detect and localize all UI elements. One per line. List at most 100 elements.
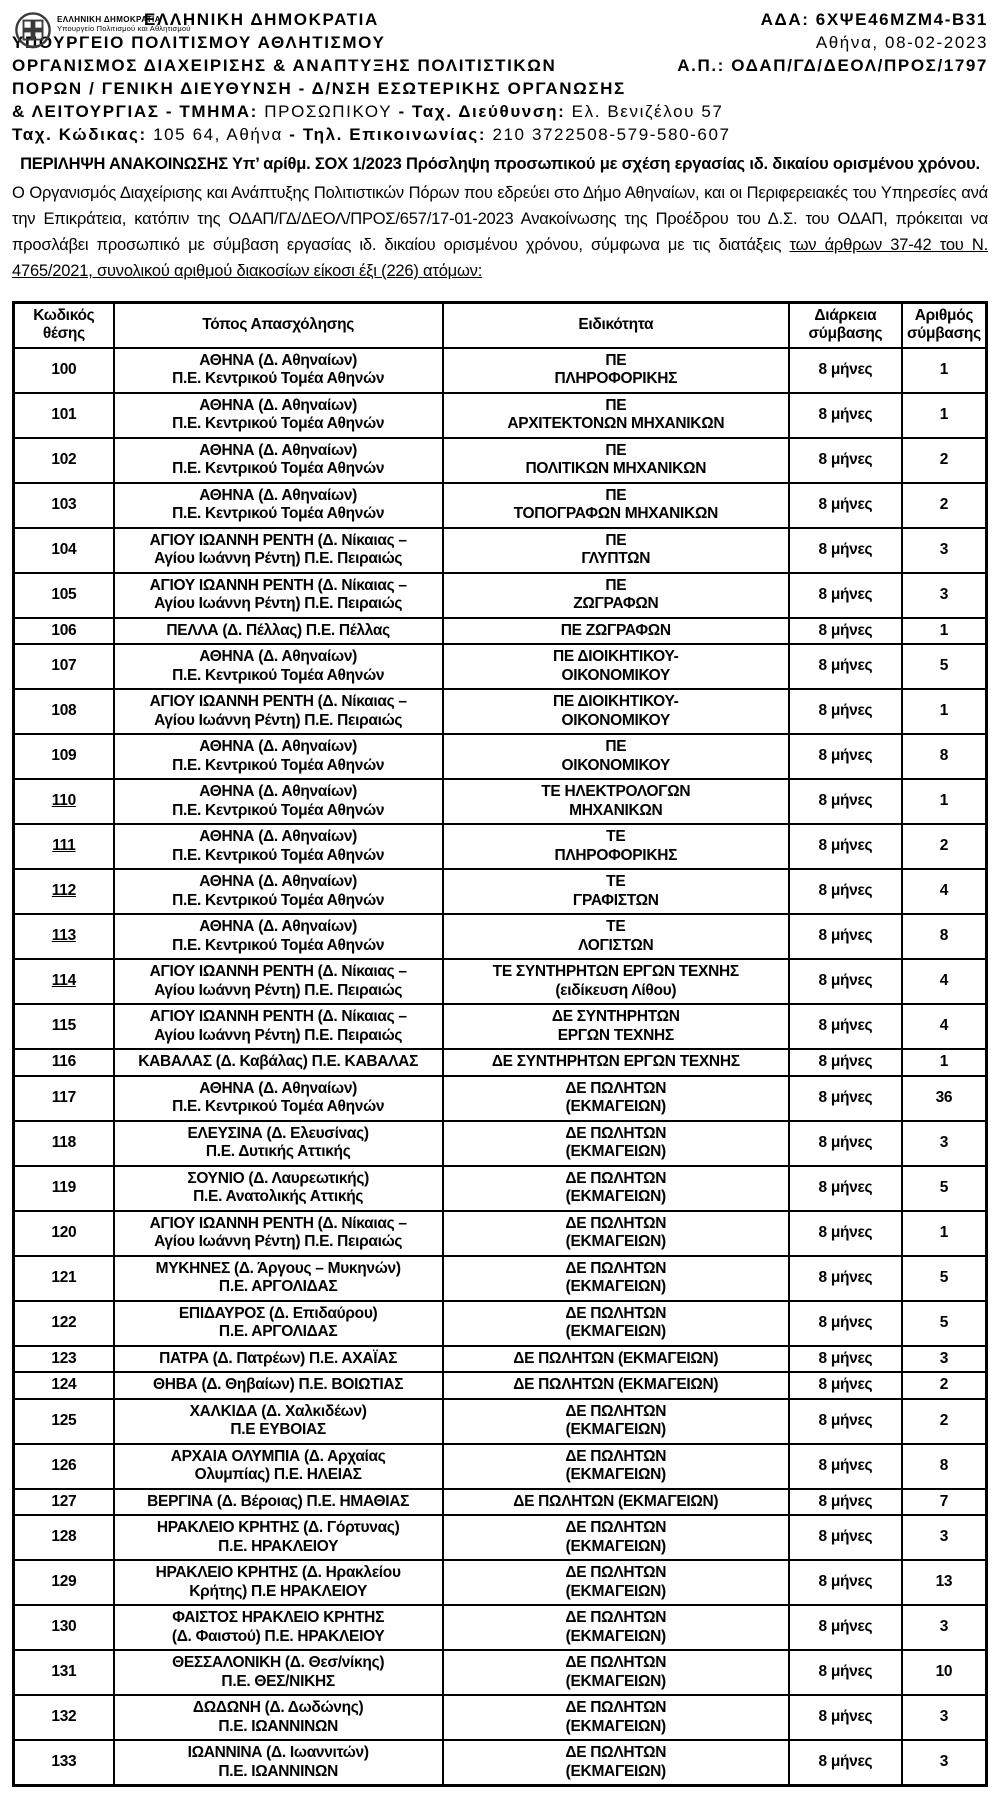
position-code: 101: [12, 391, 115, 439]
position-specialty: ΠΕ ΔΙΟΙΚΗΤΙΚΟΥ- ΟΙΚΟΝΟΜΙΚΟΥ: [441, 643, 790, 690]
protocol-number: Α.Π.: ΟΔΑΠ/ΓΔ/ΔΕΟΛ/ΠΡΟΣ/1797: [677, 56, 988, 75]
header-row: Κωδικός θέσης Τόπος Απασχόλησης Ειδικότη…: [12, 301, 988, 349]
table-row: 127 ΒΕΡΓΙΝΑ (Δ. Βέροιας) Π.Ε. ΗΜΑΘΙΑΣ ΔΕ…: [12, 1487, 988, 1516]
position-location: ΑΘΗΝΑ (Δ. Αθηναίων) Π.Ε. Κεντρικού Τομέα…: [112, 391, 444, 439]
position-count: 2: [900, 1371, 988, 1400]
position-specialty: ΔΕ ΠΩΛΗΤΩΝ (ΕΚΜΑΓΕΙΩΝ): [441, 1299, 790, 1347]
table-row: 117 ΑΘΗΝΑ (Δ. Αθηναίων) Π.Ε. Κεντρικού Τ…: [12, 1074, 988, 1122]
position-location: ΜΥΚΗΝΕΣ (Δ. Άργους – Μυκηνών) Π.Ε. ΑΡΓΟΛ…: [112, 1254, 444, 1302]
position-code: 133: [12, 1739, 115, 1787]
position-code: 117: [12, 1074, 115, 1122]
position-code: 111: [12, 823, 115, 870]
position-duration: 8 μήνες: [787, 571, 903, 619]
position-specialty: ΠΕ ΠΛΗΡΟΦΟΡΙΚΗΣ: [441, 346, 790, 394]
position-duration: 8 μήνες: [787, 1442, 903, 1490]
position-specialty: ΔΕ ΠΩΛΗΤΩΝ (ΕΚΜΑΓΕΙΩΝ): [441, 1397, 790, 1445]
table-row: 129 ΗΡΑΚΛΕΙΟ ΚΡΗΤΗΣ (Δ. Ηρακλείου Κρήτης…: [12, 1559, 988, 1606]
position-duration: 8 μήνες: [787, 1514, 903, 1561]
table-row: 123 ΠΑΤΡΑ (Δ. Πατρέων) Π.Ε. ΑΧΑΪΑΣ ΔΕ ΠΩ…: [12, 1344, 988, 1373]
position-duration: 8 μήνες: [787, 643, 903, 690]
position-duration: 8 μήνες: [787, 1003, 903, 1050]
logo-caption-line2: Υπουργείο Πολιτισμού και Αθλητισμού: [57, 24, 191, 33]
table-row: 103 ΑΘΗΝΑ (Δ. Αθηναίων) Π.Ε. Κεντρικού Τ…: [12, 481, 988, 529]
position-count: 4: [900, 1003, 988, 1050]
position-location: ΕΠΙΔΑΥΡΟΣ (Δ. Επιδαύρου) Π.Ε. ΑΡΓΟΛΙΔΑΣ: [112, 1299, 444, 1347]
table-row: 114 ΑΓΙΟΥ ΙΩΑΝΝΗ ΡΕΝΤΗ (Δ. Νίκαιας – Αγί…: [12, 958, 988, 1005]
position-duration: 8 μήνες: [787, 1344, 903, 1373]
position-count: 3: [900, 1514, 988, 1561]
position-duration: 8 μήνες: [787, 1694, 903, 1741]
table-row: 120 ΑΓΙΟΥ ΙΩΑΝΝΗ ΡΕΝΤΗ (Δ. Νίκαιας – Αγί…: [12, 1209, 988, 1257]
position-duration: 8 μήνες: [787, 1559, 903, 1606]
position-location: ΑΓΙΟΥ ΙΩΑΝΝΗ ΡΕΝΤΗ (Δ. Νίκαιας – Αγίου Ι…: [112, 571, 444, 619]
position-code: 106: [12, 616, 115, 645]
position-specialty: ΠΕ ΤΟΠΟΓΡΑΦΩΝ ΜΗΧΑΝΙΚΩΝ: [441, 481, 790, 529]
hellenic-republic-emblem-icon: [14, 12, 52, 55]
department-label: & ΛΕΙΤΟΥΡΓΙΑΣ - ΤΜΗΜΑ:: [12, 102, 265, 121]
position-count: 1: [900, 688, 988, 735]
organization-title: ΟΡΓΑΝΙΣΜΟΣ ΔΙΑΧΕΙΡΙΣΗΣ & ΑΝΑΠΤΥΞΗΣ ΠΟΛΙΤ…: [12, 56, 557, 75]
position-count: 1: [900, 616, 988, 645]
position-count: 2: [900, 481, 988, 529]
table-row: 130 ΦΑΙΣΤΟΣ ΗΡΑΚΛΕΙΟ ΚΡΗΤΗΣ (Δ. Φαιστού)…: [12, 1604, 988, 1651]
position-location: ΠΕΛΛΑ (Δ. Πέλλας) Π.Ε. Πέλλας: [112, 616, 444, 645]
position-location: ΑΓΙΟΥ ΙΩΑΝΝΗ ΡΕΝΤΗ (Δ. Νίκαιας – Αγίου Ι…: [112, 688, 444, 735]
position-code: 113: [12, 913, 115, 960]
position-count: 5: [900, 1254, 988, 1302]
intro-text: Ο Οργανισμός Διαχείρισης και Ανάπτυξης Π…: [12, 184, 988, 254]
position-duration: 8 μήνες: [787, 1254, 903, 1302]
column-header-specialty: Ειδικότητα: [441, 301, 790, 349]
letterhead: ΕΛΛΗΝΙΚΗ ΔΗΜΟΚΡΑΤΙΑ Υπουργείο Πολιτισμού…: [12, 8, 988, 146]
position-location: ΑΡΧΑΙΑ ΟΛΥΜΠΙΑ (Δ. Αρχαίας Ολυμπίας) Π.Ε…: [112, 1442, 444, 1490]
position-location: ΑΘΗΝΑ (Δ. Αθηναίων) Π.Ε. Κεντρικού Τομέα…: [112, 733, 444, 780]
position-count: 7: [900, 1487, 988, 1516]
position-duration: 8 μήνες: [787, 526, 903, 574]
table-row: 102 ΑΘΗΝΑ (Δ. Αθηναίων) Π.Ε. Κεντρικού Τ…: [12, 436, 988, 484]
position-duration: 8 μήνες: [787, 823, 903, 870]
table-row: 108 ΑΓΙΟΥ ΙΩΑΝΝΗ ΡΕΝΤΗ (Δ. Νίκαιας – Αγί…: [12, 688, 988, 735]
position-count: 5: [900, 1299, 988, 1347]
position-duration: 8 μήνες: [787, 1048, 903, 1077]
phone-value: 210 3722508-579-580-607: [492, 125, 731, 144]
logo-caption-line1: ΕΛΛΗΝΙΚΗ ΔΗΜΟΚΡΑΤΙΑ: [57, 15, 161, 24]
position-count: 5: [900, 1164, 988, 1212]
position-duration: 8 μήνες: [787, 346, 903, 394]
position-count: 3: [900, 1119, 988, 1167]
position-duration: 8 μήνες: [787, 1487, 903, 1516]
document-date: Αθήνα, 08-02-2023: [815, 33, 988, 52]
column-header-duration: Διάρκεια σύμβασης: [787, 301, 903, 349]
position-location: ΦΑΙΣΤΟΣ ΗΡΑΚΛΕΙΟ ΚΡΗΤΗΣ (Δ. Φαιστού) Π.Ε…: [112, 1604, 444, 1651]
table-row: 104 ΑΓΙΟΥ ΙΩΑΝΝΗ ΡΕΝΤΗ (Δ. Νίκαιας – Αγί…: [12, 526, 988, 574]
position-specialty: ΠΕ ΔΙΟΙΚΗΤΙΚΟΥ- ΟΙΚΟΝΟΜΙΚΟΥ: [441, 688, 790, 735]
position-specialty: ΔΕ ΠΩΛΗΤΩΝ (ΕΚΜΑΓΕΙΩΝ): [441, 1119, 790, 1167]
position-specialty: ΔΕ ΠΩΛΗΤΩΝ (ΕΚΜΑΓΕΙΩΝ): [441, 1164, 790, 1212]
position-count: 3: [900, 1739, 988, 1787]
position-code: 104: [12, 526, 115, 574]
position-duration: 8 μήνες: [787, 913, 903, 960]
position-specialty: ΤΕ ΓΡΑΦΙΣΤΩΝ: [441, 868, 790, 915]
position-specialty: ΔΕ ΠΩΛΗΤΩΝ (ΕΚΜΑΓΕΙΩΝ): [441, 1604, 790, 1651]
position-count: 1: [900, 346, 988, 394]
position-duration: 8 μήνες: [787, 1649, 903, 1696]
intro-underlined-text: των άρθρων 37-42 του Ν. 4765/2021, συνολ…: [12, 236, 989, 280]
position-code: 120: [12, 1209, 115, 1257]
position-location: ΗΡΑΚΛΕΙΟ ΚΡΗΤΗΣ (Δ. Γόρτυνας) Π.Ε. ΗΡΑΚΛ…: [112, 1514, 444, 1561]
position-count: 1: [900, 778, 988, 825]
position-location: ΠΑΤΡΑ (Δ. Πατρέων) Π.Ε. ΑΧΑΪΑΣ: [112, 1344, 444, 1373]
position-code: 100: [12, 346, 115, 394]
position-count: 1: [900, 1048, 988, 1077]
header-line-6: Ταχ. Κώδικας: 105 64, Αθήνα - Τηλ. Επικο…: [12, 123, 988, 146]
position-duration: 8 μήνες: [787, 436, 903, 484]
position-location: ΗΡΑΚΛΕΙΟ ΚΡΗΤΗΣ (Δ. Ηρακλείου Κρήτης) Π.…: [112, 1559, 444, 1606]
position-specialty: ΔΕ ΣΥΝΤΗΡΗΤΩΝ ΕΡΓΩΝ ΤΕΧΝΗΣ: [441, 1048, 790, 1077]
phone-label: - Τηλ. Επικοινωνίας:: [282, 125, 493, 144]
position-location: ΑΘΗΝΑ (Δ. Αθηναίων) Π.Ε. Κεντρικού Τομέα…: [112, 868, 444, 915]
position-code: 102: [12, 436, 115, 484]
column-header-count: Αριθμός σύμβασης: [900, 301, 988, 349]
table-row: 122 ΕΠΙΔΑΥΡΟΣ (Δ. Επιδαύρου) Π.Ε. ΑΡΓΟΛΙ…: [12, 1299, 988, 1347]
position-code: 125: [12, 1397, 115, 1445]
table-row: 116 ΚΑΒΑΛΑΣ (Δ. Καβάλας) Π.Ε. ΚΑΒΑΛΑΣ ΔΕ…: [12, 1048, 988, 1077]
position-specialty: ΔΕ ΠΩΛΗΤΩΝ (ΕΚΜΑΓΕΙΩΝ): [441, 1694, 790, 1741]
table-row: 115 ΑΓΙΟΥ ΙΩΑΝΝΗ ΡΕΝΤΗ (Δ. Νίκαιας – Αγί…: [12, 1003, 988, 1050]
